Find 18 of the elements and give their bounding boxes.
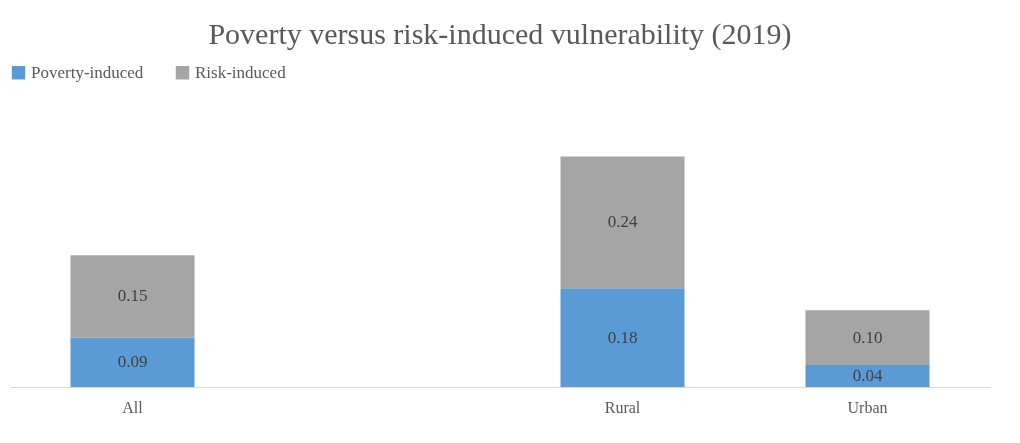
data-label: 0.18 xyxy=(607,327,638,347)
data-label: 0.24 xyxy=(607,212,638,232)
x-tick-label: Rural xyxy=(604,398,641,416)
legend-label: Poverty-induced xyxy=(31,62,144,82)
bar xyxy=(560,156,685,289)
chart-title: Poverty versus risk-induced vulnerability (2019) xyxy=(208,17,792,51)
bar xyxy=(70,255,195,338)
bar xyxy=(70,337,195,387)
data-label: 0.15 xyxy=(117,286,148,306)
bar xyxy=(560,288,685,387)
data-label: 0.04 xyxy=(852,366,883,386)
data-label: 0.09 xyxy=(117,352,148,372)
x-tick-label: Urban xyxy=(847,398,888,416)
legend-label: Risk-induced xyxy=(195,62,287,82)
bar xyxy=(805,365,930,387)
data-label: 0.10 xyxy=(852,327,883,347)
bar xyxy=(805,310,930,366)
x-tick-label: All xyxy=(122,398,144,416)
